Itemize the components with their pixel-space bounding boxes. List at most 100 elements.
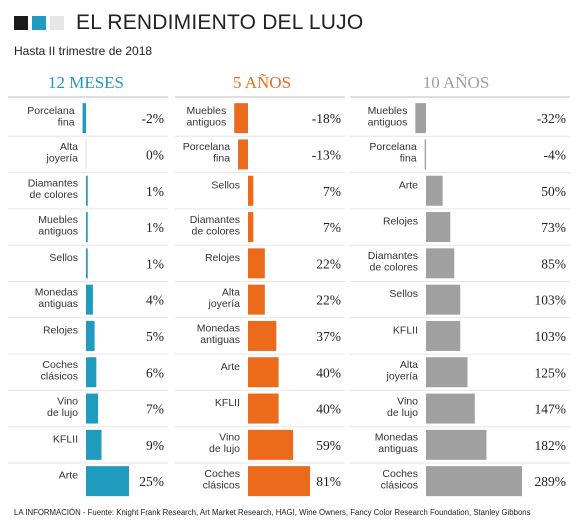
category-label-10-anos-alta-joyeria: Alta joyería [385, 359, 418, 383]
bar-12-meses-monedas-antiguas [86, 284, 93, 315]
value-label-5-anos-porcelana-fina: -13% [312, 147, 341, 162]
value-label-5-anos-alta-joyeria: 22% [316, 293, 341, 308]
value-label-12-meses-relojes: 5% [146, 329, 164, 344]
category-label-5-anos-diamantes-de-colores: Diamantes de colores [190, 214, 240, 238]
value-label-10-anos-arte: 50% [541, 184, 566, 199]
category-label-12-meses-porcelana-fina: Porcelana fina [27, 105, 74, 128]
value-label-10-anos-alta-joyeria: 125% [535, 365, 567, 380]
bar-12-meses-kflii [86, 429, 102, 460]
bar-12-meses-coches-clasicos [86, 357, 97, 388]
bar-5-anos-arte [248, 357, 279, 388]
category-label-10-anos-sellos: Sellos [389, 288, 418, 300]
column-title-5-anos: 5 AÑOS [233, 73, 291, 92]
value-label-5-anos-kflii: 40% [316, 402, 341, 417]
bar-10-anos-diamantes-de-colores [426, 248, 455, 279]
chart-area: 12 MESES Porcelana fina -2% Alta joyería 0% Dia… [8, 73, 570, 497]
bar-10-anos-kflii [426, 320, 461, 351]
bar-10-anos-muebles-antiguos [415, 103, 426, 134]
bar-5-anos-relojes [248, 248, 265, 279]
bar-5-anos-diamantes-de-colores [248, 212, 254, 243]
source-footer: LA INFORMACIÓN - Fuente: Knight Frank Re… [14, 508, 531, 517]
bar-10-anos-sellos [426, 284, 461, 315]
value-label-10-anos-sellos: 103% [535, 293, 567, 308]
category-label-10-anos-kflii: KFLII [393, 324, 418, 336]
category-label-12-meses-sellos: Sellos [49, 252, 78, 264]
category-label-12-meses-muebles-antiguos: Muebles antiguos [38, 214, 78, 238]
bar-5-anos-monedas-antiguas [248, 320, 277, 351]
category-label-12-meses-diamantes-de-colores: Diamantes de colores [28, 178, 78, 202]
value-label-10-anos-relojes: 73% [541, 220, 566, 235]
category-label-10-anos-vino-de-lujo: Vino de lujo [387, 395, 418, 419]
category-label-5-anos-kflii: KFLII [215, 397, 240, 409]
bar-5-anos-muebles-antiguos [234, 103, 248, 134]
category-label-5-anos-sellos: Sellos [211, 179, 240, 191]
bar-5-anos-kflii [248, 393, 279, 424]
chart-subtitle: Hasta II trimestre de 2018 [14, 44, 153, 58]
value-label-10-anos-diamantes-de-colores: 85% [541, 256, 566, 271]
bar-10-anos-coches-clasicos [426, 466, 522, 497]
category-label-5-anos-alta-joyeria: Alta joyería [207, 286, 240, 310]
category-label-12-meses-arte: Arte [59, 470, 78, 482]
category-label-5-anos-relojes: Relojes [205, 252, 240, 264]
bar-10-anos-relojes [426, 212, 451, 243]
value-label-12-meses-monedas-antiguas: 4% [146, 293, 164, 308]
value-label-12-meses-coches-clasicos: 6% [146, 365, 164, 380]
value-label-5-anos-sellos: 7% [323, 184, 341, 199]
category-label-5-anos-coches-clasicos: Coches clásicos [203, 468, 240, 492]
category-label-12-meses-vino-de-lujo: Vino de lujo [47, 395, 78, 419]
category-label-5-anos-porcelana-fina: Porcelana fina [183, 141, 230, 165]
value-label-10-anos-vino-de-lujo: 147% [535, 402, 567, 417]
value-label-5-anos-monedas-antiguas: 37% [316, 329, 341, 344]
value-label-12-meses-kflii: 9% [146, 438, 164, 453]
bar-12-meses-muebles-antiguos [86, 212, 88, 243]
value-label-12-meses-muebles-antiguos: 1% [146, 220, 164, 235]
column-title-10-anos: 10 AÑOS [423, 73, 490, 92]
bar-10-anos-arte [426, 175, 443, 206]
category-label-10-anos-monedas-antiguas: Monedas antiguas [375, 432, 418, 456]
bar-10-anos-vino-de-lujo [426, 393, 475, 424]
value-label-5-anos-arte: 40% [316, 365, 341, 380]
bar-5-anos-porcelana-fina [238, 139, 248, 170]
value-label-5-anos-muebles-antiguos: -18% [312, 111, 341, 126]
bar-10-anos-alta-joyeria [426, 357, 468, 388]
value-label-12-meses-sellos: 1% [146, 256, 164, 271]
category-label-12-meses-alta-joyeria: Alta joyería [45, 141, 78, 165]
value-label-12-meses-porcelana-fina: -2% [142, 111, 165, 126]
category-label-12-meses-coches-clasicos: Coches clásicos [41, 359, 78, 383]
square-icon-blue [32, 16, 46, 30]
chart-title: EL RENDIMIENTO DEL LUJO [76, 11, 364, 34]
category-label-5-anos-vino-de-lujo: Vino de lujo [209, 432, 240, 456]
value-label-12-meses-arte: 25% [139, 474, 164, 489]
category-label-5-anos-muebles-antiguos: Muebles antiguos [187, 105, 227, 128]
category-label-5-anos-arte: Arte [221, 361, 240, 373]
value-label-10-anos-muebles-antiguos: -32% [537, 111, 566, 126]
bar-12-meses-vino-de-lujo [86, 393, 99, 424]
value-label-10-anos-porcelana-fina: -4% [544, 147, 567, 162]
bar-12-meses-arte [86, 466, 129, 497]
square-icon-grey [50, 16, 64, 30]
bar-10-anos-porcelana-fina [424, 139, 426, 170]
bar-12-meses-sellos [86, 248, 88, 279]
value-label-10-anos-monedas-antiguas: 182% [535, 438, 567, 453]
category-label-10-anos-porcelana-fina: Porcelana fina [369, 141, 416, 165]
value-label-5-anos-diamantes-de-colores: 7% [323, 220, 341, 235]
title-row: EL RENDIMIENTO DEL LUJO [14, 10, 363, 36]
category-label-10-anos-relojes: Relojes [383, 216, 418, 228]
value-label-5-anos-relojes: 22% [316, 256, 341, 271]
category-label-12-meses-monedas-antiguas: Monedas antiguas [35, 286, 78, 310]
value-label-5-anos-vino-de-lujo: 59% [316, 438, 341, 453]
bar-5-anos-vino-de-lujo [248, 429, 294, 460]
category-label-5-anos-monedas-antiguas: Monedas antiguas [197, 323, 240, 347]
category-label-12-meses-relojes: Relojes [43, 324, 78, 336]
bar-5-anos-coches-clasicos [248, 466, 310, 497]
category-label-10-anos-muebles-antiguos: Muebles antiguos [368, 105, 408, 128]
bar-12-meses-relojes [86, 320, 95, 351]
category-label-10-anos-coches-clasicos: Coches clásicos [381, 468, 418, 492]
category-label-10-anos-diamantes-de-colores: Diamantes de colores [368, 250, 418, 274]
value-label-12-meses-vino-de-lujo: 7% [146, 402, 164, 417]
category-label-10-anos-arte: Arte [399, 179, 418, 191]
value-label-10-anos-kflii: 103% [535, 329, 567, 344]
column-title-12-meses: 12 MESES [48, 73, 124, 92]
value-label-12-meses-alta-joyeria: 0% [146, 147, 164, 162]
bar-5-anos-alta-joyeria [248, 284, 265, 315]
